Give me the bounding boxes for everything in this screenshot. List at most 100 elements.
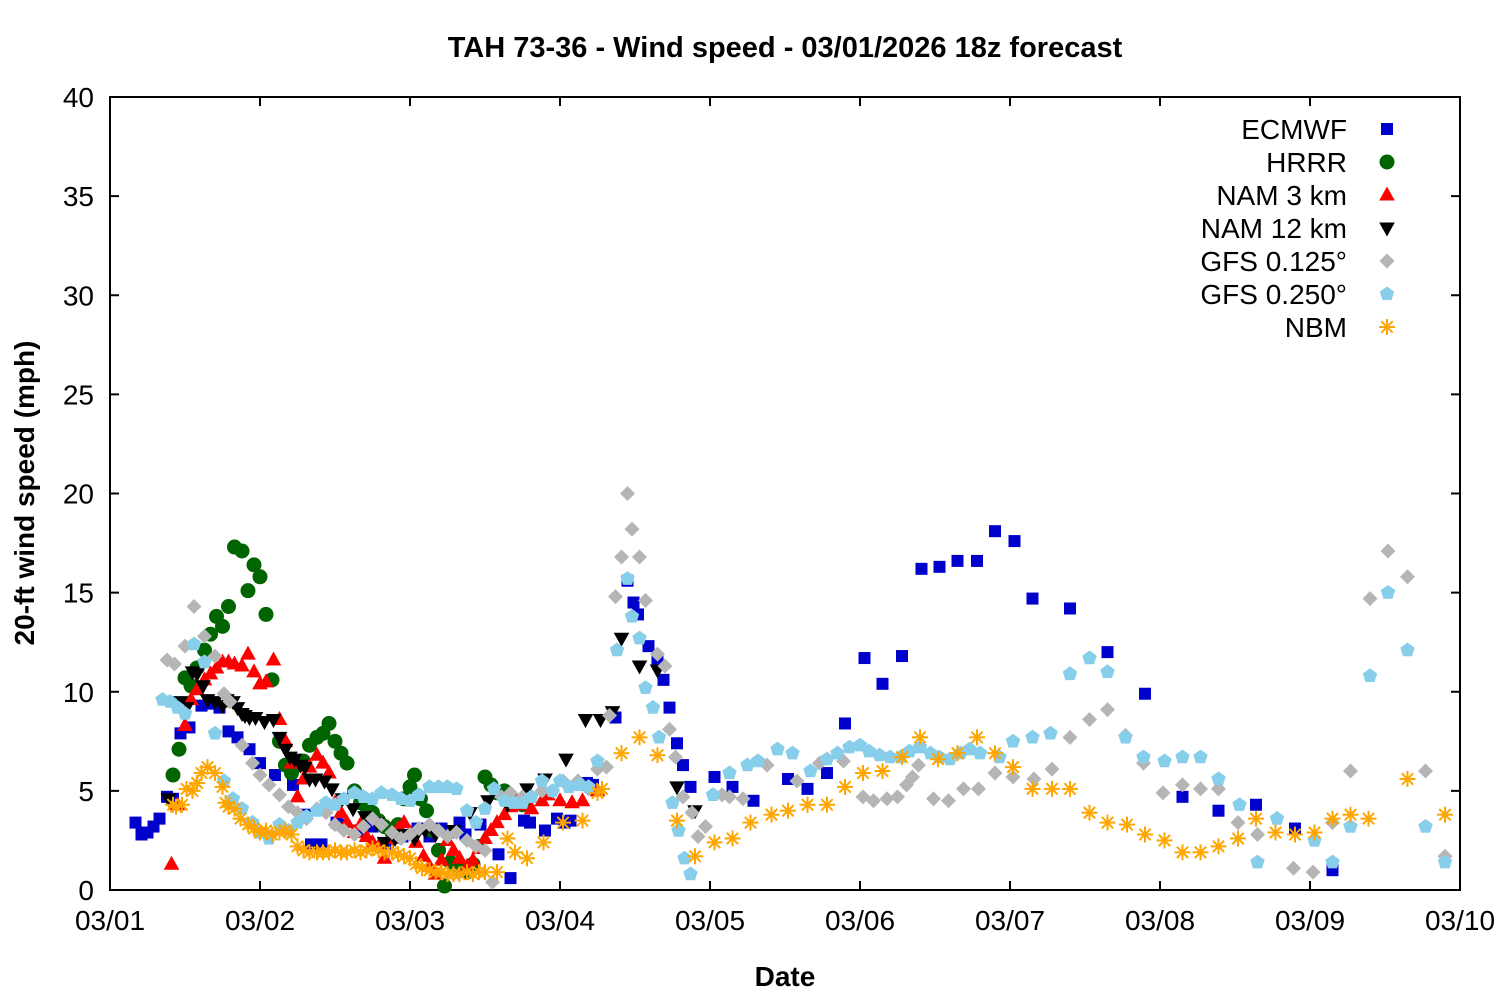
asterisk-marker [706,834,723,851]
x-tick-label: 03/08 [1125,905,1195,936]
diamond-marker [1082,712,1097,728]
asterisk-spoke [1438,808,1452,822]
pentagon-marker [177,706,193,720]
asterisk-spoke [385,845,399,859]
asterisk-spoke [1194,845,1207,859]
x-tick-label: 03/07 [975,905,1045,936]
asterisk-spoke [409,857,423,871]
legend-item-gfs-0-250: GFS 0.250° [1200,279,1395,310]
x-axis-title: Date [755,961,816,992]
pentagon-marker [645,700,661,714]
triangle-down-marker [265,714,282,729]
x-tick-label: 03/01 [75,905,145,936]
asterisk-marker [724,830,741,847]
circle-marker [437,878,452,894]
asterisk-spoke [708,836,721,849]
x-tick-label: 03/10 [1425,905,1495,936]
pentagon-marker [1437,854,1453,869]
series-ecmwf [129,525,1339,885]
circle-marker [171,741,187,757]
diamond-marker [1100,702,1115,718]
asterisk-spoke [801,798,814,812]
asterisk-spoke [435,865,448,879]
pentagon-marker [1362,668,1378,682]
pentagon-marker [299,809,314,823]
square-marker [1026,592,1039,605]
asterisk-marker [1306,824,1323,841]
pentagon-marker [785,745,800,760]
legend-label-nbm: NBM [1285,312,1347,343]
pentagon-marker [581,779,596,794]
asterisk-marker [613,745,630,762]
asterisk-spoke [397,849,411,863]
diamond-marker [222,694,238,710]
asterisk-spoke [297,843,310,857]
pentagon-marker [677,850,692,865]
pentagon-marker [1100,664,1115,679]
pentagon-marker [1379,286,1395,301]
triangle-up-marker [445,841,462,856]
diamond-marker [449,825,464,841]
triangle-down-marker [271,731,288,746]
triangle-down-marker [357,811,373,826]
square-marker [1101,646,1114,659]
diamond-marker [971,781,986,797]
x-tick-label: 03/09 [1275,905,1345,936]
square-marker [821,767,833,780]
asterisk-spoke [228,802,241,816]
pentagon-marker [942,751,958,766]
pentagon-marker [534,773,550,788]
triangle-up-marker [234,657,250,672]
asterisk-spoke [744,816,757,829]
pentagon-marker [459,803,475,817]
asterisk-marker [1399,770,1416,787]
x-tick-label: 03/05 [675,905,745,936]
triangle-up-marker [396,814,412,829]
asterisk-spoke [520,851,534,865]
diamond-marker [620,486,635,501]
asterisk-spoke [241,818,255,831]
asterisk-spoke [726,832,739,845]
asterisk-spoke [403,851,417,865]
asterisk-spoke [372,843,385,857]
diamond-marker [1026,771,1042,787]
triangle-down-marker [613,632,630,647]
legend-label-gfs-0-250: GFS 0.250° [1200,279,1347,310]
legend-label-hrrr: HRRR [1266,147,1347,178]
pentagon-marker [972,745,988,760]
diamond-marker [1155,785,1171,801]
pentagon-marker [411,787,427,801]
asterisk-marker [1437,806,1453,823]
triangle-up-marker [496,806,513,821]
pentagon-marker [651,729,667,744]
asterisk-spoke [1212,839,1225,853]
asterisk-spoke [453,867,466,881]
asterisk-marker [1379,319,1395,335]
asterisk-marker [174,796,190,813]
diamond-marker [698,819,713,835]
square-marker [663,701,676,714]
diamond-marker [1005,769,1021,785]
asterisk-marker [1174,844,1191,861]
circle-marker [221,599,236,615]
diamond-marker [866,793,881,809]
pentagon-marker [750,753,766,768]
diamond-marker [1175,777,1190,793]
asterisk-spoke [328,843,342,857]
asterisk-spoke [1101,816,1114,829]
asterisk-marker [339,844,355,861]
asterisk-marker [1005,759,1021,776]
diamond-marker [1418,763,1433,779]
asterisk-spoke [970,730,984,744]
triangle-down-marker [558,753,574,768]
legend-item-hrrr: HRRR [1266,147,1395,178]
asterisk-spoke [1288,828,1302,841]
diamond-marker [602,708,617,724]
legend-item-gfs-0-125: GFS 0.125° [1200,246,1395,277]
diamond-marker [1343,763,1358,779]
triangle-up-marker [433,851,450,866]
y-tick-label: 5 [78,776,94,807]
circle-marker [258,606,274,622]
y-tick-label: 15 [63,578,94,609]
diamond-marker [684,805,700,821]
